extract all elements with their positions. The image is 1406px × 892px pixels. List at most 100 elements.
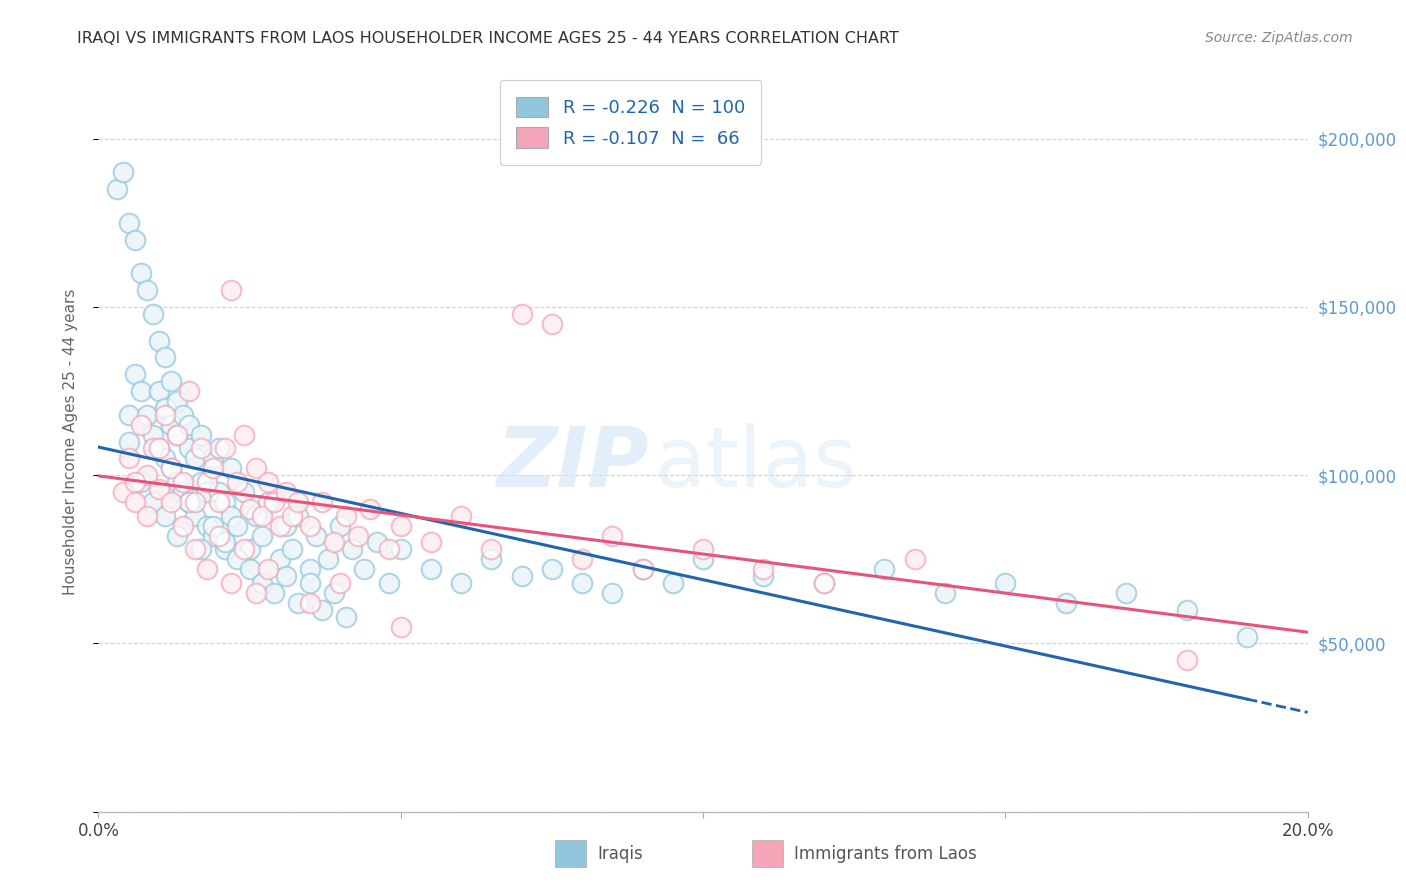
Point — [172, 518, 194, 533]
Point — [148, 442, 170, 456]
Point — [256, 495, 278, 509]
Point — [420, 535, 443, 549]
Point — [239, 542, 262, 557]
Point — [661, 575, 683, 590]
Point — [245, 586, 267, 600]
Point — [166, 427, 188, 442]
Point — [179, 384, 201, 398]
Point — [661, 575, 683, 590]
Point — [160, 417, 183, 432]
Point — [160, 374, 183, 388]
Point — [239, 562, 262, 576]
Point — [994, 575, 1017, 590]
Point — [1115, 586, 1137, 600]
Point — [274, 569, 297, 583]
Point — [287, 508, 309, 523]
Point — [420, 562, 443, 576]
Point — [281, 508, 304, 523]
Y-axis label: Householder Income Ages 25 - 44 years: Householder Income Ages 25 - 44 years — [63, 288, 77, 595]
Point — [450, 575, 472, 590]
Point — [389, 542, 412, 557]
Point — [124, 495, 146, 509]
Point — [105, 182, 128, 196]
Point — [226, 552, 249, 566]
Point — [299, 518, 322, 533]
Point — [179, 417, 201, 432]
Point — [389, 518, 412, 533]
Point — [195, 562, 218, 576]
Point — [510, 569, 533, 583]
Point — [299, 575, 322, 590]
Point — [263, 586, 285, 600]
Point — [269, 518, 291, 533]
Point — [195, 518, 218, 533]
Point — [692, 542, 714, 557]
Point — [160, 461, 183, 475]
Point — [540, 562, 562, 576]
Point — [420, 535, 443, 549]
Point — [179, 384, 201, 398]
Point — [299, 596, 322, 610]
Point — [226, 518, 249, 533]
Point — [571, 575, 593, 590]
Point — [135, 283, 157, 297]
Point — [166, 475, 188, 489]
Point — [129, 266, 152, 280]
Point — [148, 334, 170, 348]
Point — [142, 495, 165, 509]
Point — [316, 552, 339, 566]
Point — [311, 495, 333, 509]
Point — [160, 461, 183, 475]
Point — [813, 575, 835, 590]
Point — [299, 562, 322, 576]
Point — [263, 586, 285, 600]
Point — [142, 427, 165, 442]
Point — [153, 451, 176, 466]
Point — [214, 442, 236, 456]
Point — [208, 442, 231, 456]
Point — [353, 562, 375, 576]
Point — [245, 508, 267, 523]
Point — [274, 518, 297, 533]
Point — [366, 535, 388, 549]
Point — [221, 461, 243, 475]
Point — [202, 529, 225, 543]
Point — [232, 427, 254, 442]
Point — [135, 508, 157, 523]
Point — [510, 307, 533, 321]
Point — [299, 518, 322, 533]
Point — [153, 351, 176, 365]
Point — [118, 434, 141, 449]
Point — [323, 535, 346, 549]
Text: Source: ZipAtlas.com: Source: ZipAtlas.com — [1205, 31, 1353, 45]
Point — [124, 475, 146, 489]
Point — [129, 417, 152, 432]
Point — [256, 475, 278, 489]
Point — [274, 569, 297, 583]
Point — [184, 495, 207, 509]
Point — [179, 495, 201, 509]
Point — [813, 575, 835, 590]
Point — [221, 283, 243, 297]
Point — [172, 475, 194, 489]
Point — [450, 575, 472, 590]
Point — [752, 562, 775, 576]
Point — [129, 384, 152, 398]
Point — [571, 552, 593, 566]
Point — [450, 508, 472, 523]
Point — [184, 508, 207, 523]
Point — [752, 569, 775, 583]
Point — [602, 586, 624, 600]
Point — [160, 495, 183, 509]
Point — [540, 317, 562, 331]
Point — [190, 427, 212, 442]
Point — [172, 408, 194, 422]
Point — [179, 442, 201, 456]
Point — [179, 417, 201, 432]
Point — [135, 468, 157, 483]
Point — [420, 562, 443, 576]
Point — [166, 427, 188, 442]
Point — [263, 495, 285, 509]
Legend: R = -0.226  N = 100, R = -0.107  N =  66: R = -0.226 N = 100, R = -0.107 N = 66 — [499, 80, 761, 164]
Point — [221, 461, 243, 475]
